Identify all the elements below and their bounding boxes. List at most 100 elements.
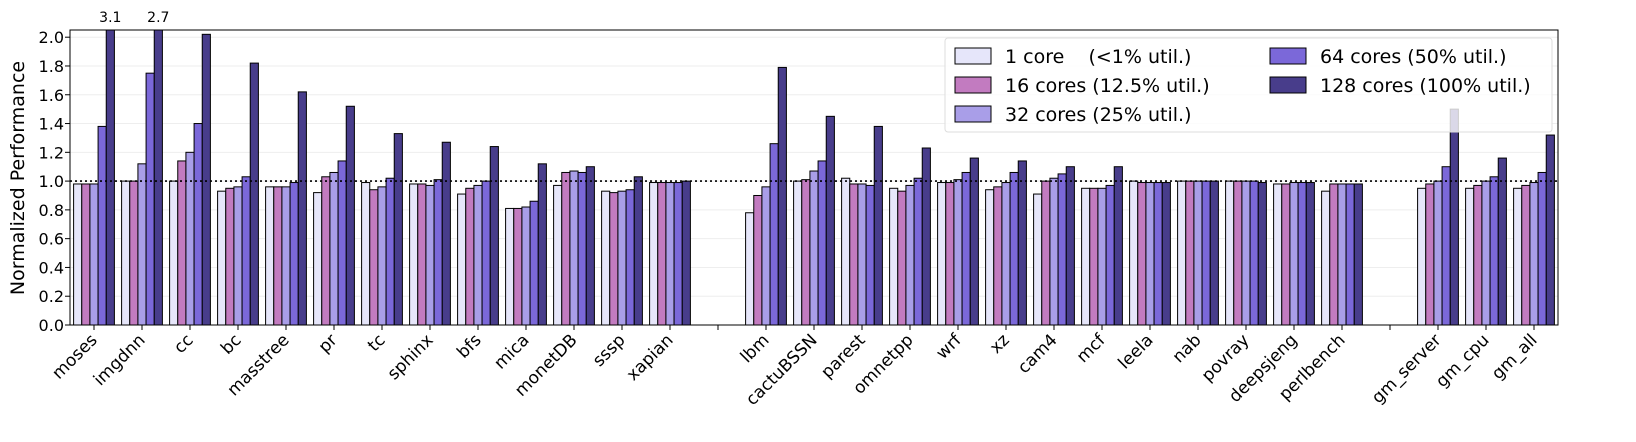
y-tick-label: 0.2 (39, 287, 64, 306)
bar (849, 183, 859, 325)
legend-label: 64 cores (50% util.) (1320, 46, 1507, 68)
bar (233, 186, 243, 325)
bar (505, 207, 515, 325)
x-tick-label: gm_cpu (1432, 330, 1493, 391)
bar (761, 186, 771, 325)
bar (1105, 184, 1115, 325)
x-tick-label: mcf (1073, 330, 1110, 367)
legend-box (944, 37, 1553, 133)
value-label: 3.1 (99, 10, 121, 26)
bar (265, 186, 275, 325)
legend-label: 32 cores (25% util.) (1005, 104, 1192, 126)
bar (1345, 183, 1355, 325)
bar (425, 184, 435, 325)
legend-label: 128 cores (100% util.) (1320, 75, 1531, 97)
bar (249, 62, 259, 325)
y-tick-label: 1.6 (39, 86, 64, 105)
bar (1241, 180, 1251, 325)
bar (1297, 182, 1307, 325)
x-tick-label: xapian (623, 330, 678, 385)
bar (905, 184, 915, 325)
bar (1153, 182, 1163, 325)
bar (1001, 182, 1011, 325)
bar (1113, 166, 1123, 325)
bar (1057, 173, 1067, 325)
x-tick-label: sphinx (384, 330, 438, 384)
bar (1145, 182, 1155, 325)
bar (945, 182, 955, 325)
bar (657, 182, 667, 325)
bar (217, 190, 227, 325)
bar (1065, 166, 1075, 325)
bar (1449, 108, 1459, 325)
bar (1433, 180, 1443, 325)
bar (441, 141, 451, 325)
bar (521, 206, 531, 325)
bar (665, 182, 675, 325)
bar (1425, 183, 1435, 325)
bar (1233, 180, 1243, 325)
plot-frame (69, 29, 1559, 326)
bar (529, 200, 539, 325)
bar (1481, 180, 1491, 325)
x-tick-label: sssp (589, 330, 630, 371)
bar (1353, 183, 1363, 325)
bar (681, 180, 691, 325)
x-tick-label: imgdnn (90, 330, 150, 390)
bar (985, 189, 995, 325)
bar (241, 176, 251, 325)
bar (793, 180, 803, 325)
bar (1529, 182, 1539, 325)
bar (857, 183, 867, 325)
bar (169, 180, 179, 325)
bar (1097, 187, 1107, 325)
y-tick-label: 0.4 (39, 258, 64, 277)
bar (1497, 157, 1507, 325)
bar (81, 183, 91, 325)
bar (185, 151, 195, 325)
bar (809, 170, 819, 325)
x-tick-label: leela (1115, 330, 1158, 373)
bar (1513, 187, 1523, 325)
legend-swatch (954, 105, 992, 123)
y-tick-label: 1.4 (39, 115, 64, 134)
bar (1161, 182, 1171, 325)
x-tick-label: gm_all (1488, 330, 1542, 384)
x-tick-label: wrf (932, 330, 966, 364)
bar (937, 182, 947, 325)
bar (817, 160, 827, 325)
bar (145, 72, 155, 325)
bar (153, 30, 163, 325)
bar (289, 182, 299, 325)
bar (97, 125, 107, 325)
bar (1225, 180, 1235, 325)
y-tick-label: 1.2 (39, 143, 64, 162)
bar (841, 177, 851, 325)
bar (561, 171, 571, 325)
bar (473, 184, 483, 325)
bar (1185, 180, 1195, 325)
bar (137, 163, 147, 325)
bar (417, 183, 427, 325)
bar (361, 182, 371, 325)
bar (1209, 180, 1219, 325)
bar (89, 183, 99, 325)
y-axis-label: Normalized Performance (7, 61, 29, 295)
bar (1081, 187, 1091, 325)
bar (321, 176, 331, 325)
bar (961, 171, 971, 325)
bar (1417, 187, 1427, 325)
bar (1129, 180, 1139, 325)
bar (281, 186, 291, 325)
bar (1177, 180, 1187, 325)
bar (633, 176, 643, 325)
x-tick-label: pr (315, 330, 342, 357)
bar (105, 30, 115, 325)
bar (385, 177, 395, 325)
y-tick-label: 0.0 (39, 316, 64, 335)
bar (1473, 184, 1483, 325)
bar (369, 189, 379, 325)
bar (393, 133, 403, 325)
bar (1537, 171, 1547, 325)
